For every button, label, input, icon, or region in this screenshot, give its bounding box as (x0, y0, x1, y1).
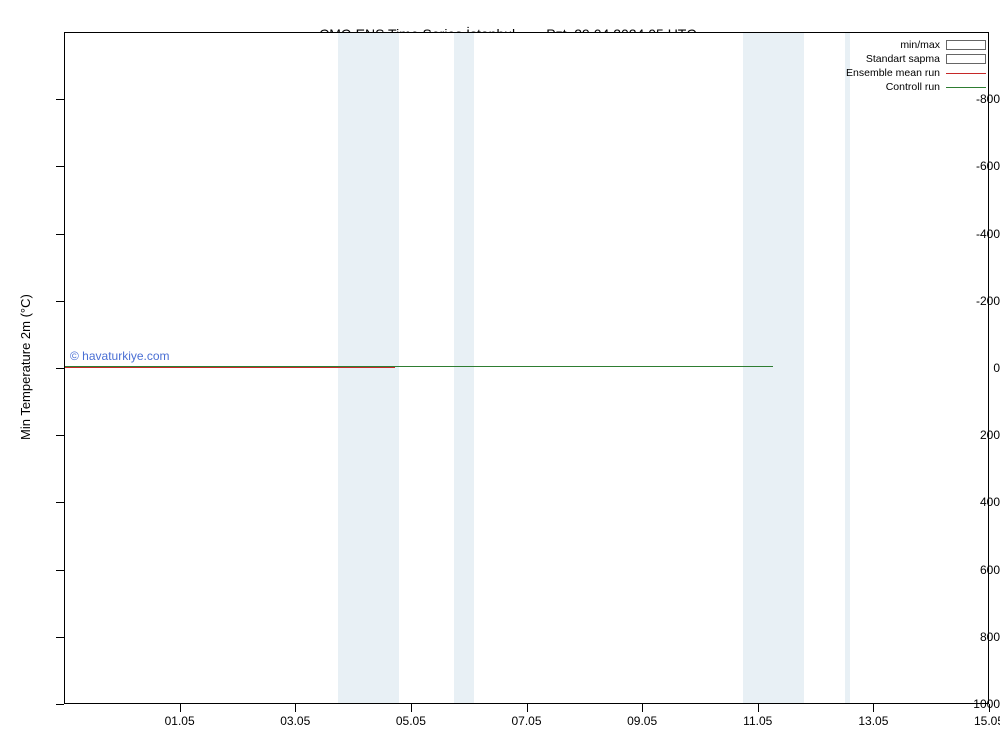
legend: min/max Standart sapma Ensemble mean run Co… (846, 38, 986, 94)
y-tick-label: 1000 (948, 697, 1000, 711)
y-tick (56, 704, 64, 705)
x-tick-label: 01.05 (165, 714, 195, 728)
shaded-band (845, 33, 849, 703)
shaded-band (743, 33, 804, 703)
x-tick-label: 15.05 (974, 714, 1000, 728)
x-tick-label: 07.05 (511, 714, 541, 728)
y-tick (56, 637, 64, 638)
legend-swatch (946, 82, 986, 92)
legend-label: Standart sapma (866, 53, 940, 65)
shaded-band (338, 33, 399, 703)
y-tick (56, 301, 64, 302)
x-tick (873, 704, 874, 712)
chart-container: CMC-ENS Time Series İstanbul Pzt. 29.04.… (0, 0, 1000, 733)
legend-item: min/max (846, 38, 986, 52)
x-tick (989, 704, 990, 712)
y-tick (56, 99, 64, 100)
legend-label: Ensemble mean run (846, 67, 940, 79)
x-tick (411, 704, 412, 712)
x-tick (758, 704, 759, 712)
y-axis-label: Min Temperature 2m (°C) (18, 294, 33, 440)
y-tick (56, 234, 64, 235)
series-ensemble_mean_run (65, 367, 395, 368)
x-tick (527, 704, 528, 712)
x-tick-label: 09.05 (627, 714, 657, 728)
legend-item: Controll run (846, 80, 986, 94)
x-tick (642, 704, 643, 712)
x-tick-label: 13.05 (858, 714, 888, 728)
y-tick-label: -200 (948, 294, 1000, 308)
x-tick (295, 704, 296, 712)
x-tick-label: 03.05 (280, 714, 310, 728)
y-tick (56, 368, 64, 369)
y-tick-label: -400 (948, 227, 1000, 241)
legend-swatch (946, 68, 986, 78)
x-tick (180, 704, 181, 712)
y-tick-label: 0 (948, 361, 1000, 375)
legend-swatch (946, 54, 986, 64)
y-tick-label: 800 (948, 630, 1000, 644)
legend-label: Controll run (886, 81, 940, 93)
legend-item: Ensemble mean run (846, 66, 986, 80)
x-tick-label: 05.05 (396, 714, 426, 728)
plot-area (64, 32, 989, 704)
y-tick-label: 200 (948, 428, 1000, 442)
x-tick-label: 11.05 (743, 714, 772, 728)
shaded-band (454, 33, 475, 703)
y-tick-label: -800 (948, 92, 1000, 106)
legend-item: Standart sapma (846, 52, 986, 66)
y-tick (56, 502, 64, 503)
watermark: © havaturkiye.com (70, 349, 170, 363)
y-tick-label: 400 (948, 495, 1000, 509)
y-tick (56, 570, 64, 571)
y-tick-label: 600 (948, 563, 1000, 577)
legend-label: min/max (900, 39, 940, 51)
y-tick-label: -600 (948, 159, 1000, 173)
y-tick (56, 166, 64, 167)
y-tick (56, 435, 64, 436)
legend-swatch (946, 40, 986, 50)
